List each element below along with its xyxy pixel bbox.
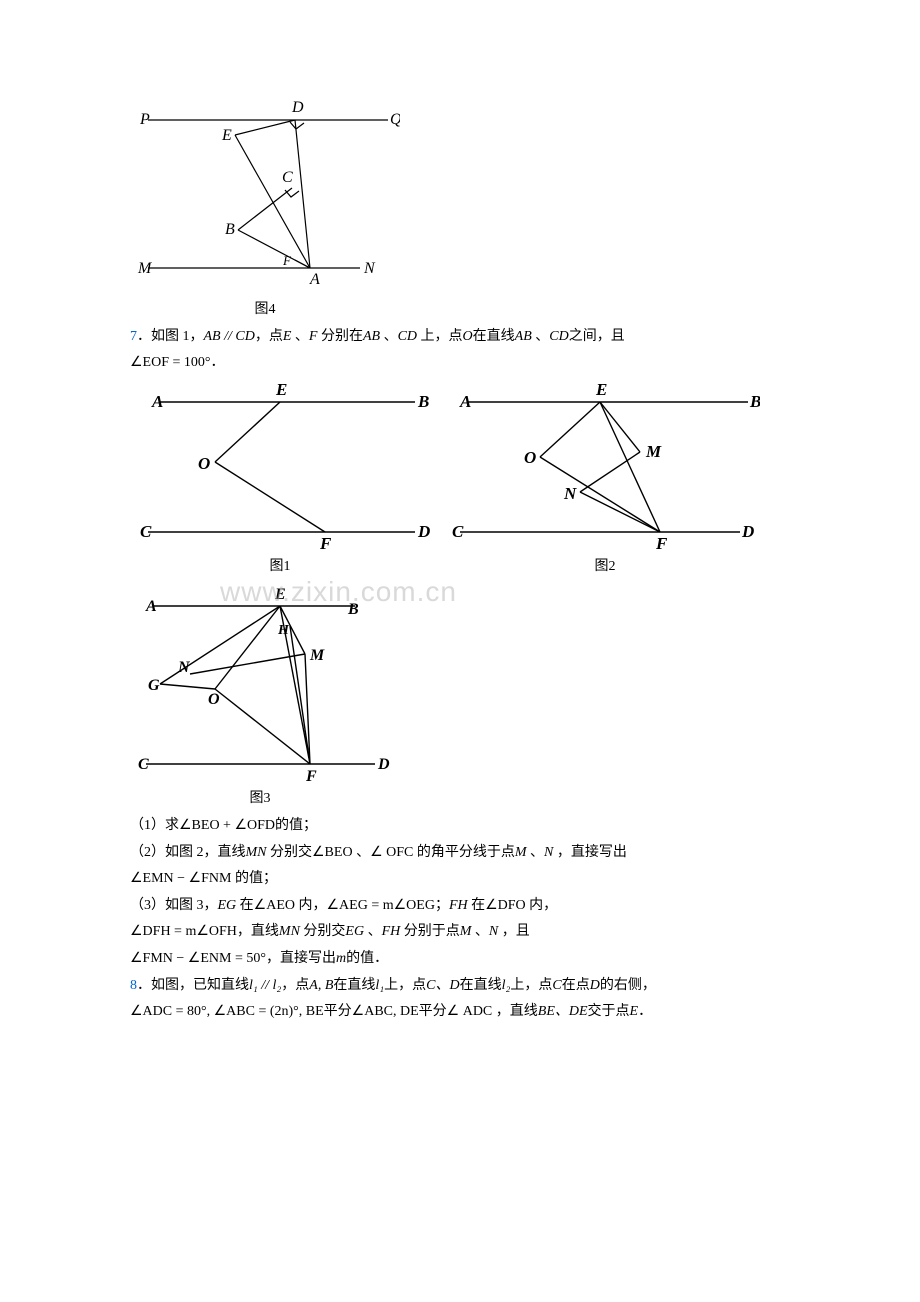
- svg-text:O: O: [524, 448, 536, 467]
- svg-text:B: B: [417, 392, 429, 411]
- q7-part3a: （3）如图 3，EG 在∠AEO 内，∠AEG = m∠OEG；FH 在∠DFO…: [130, 893, 800, 920]
- lbl-N: N: [363, 260, 376, 277]
- q7-figs-row1: A E B O C F D 图1: [130, 377, 800, 581]
- lbl-B: B: [225, 221, 235, 238]
- lbl-F: F: [282, 253, 292, 268]
- lbl-A: A: [309, 271, 320, 288]
- svg-text:M: M: [309, 647, 325, 664]
- fig4-svg: P D Q E C B M A N F: [130, 90, 400, 295]
- svg-text:D: D: [377, 756, 390, 773]
- svg-text:F: F: [319, 534, 332, 552]
- fig4-caption: 图4: [130, 297, 400, 324]
- svg-text:A: A: [151, 392, 163, 411]
- q7-stem2: ∠EOF = 100°．: [130, 350, 800, 377]
- svg-text:G: G: [148, 677, 160, 694]
- svg-text:A: A: [145, 598, 157, 615]
- q7-part1: （1）求∠BEO + ∠OFD的值；: [130, 813, 800, 840]
- lbl-M: M: [137, 260, 153, 277]
- svg-text:B: B: [749, 392, 760, 411]
- q7-part2: （2）如图 2，直线MN 分别交∠BEO 、∠ OFC 的角平分线于点M 、N …: [130, 840, 800, 867]
- svg-text:C: C: [452, 522, 464, 541]
- svg-text:C: C: [140, 522, 152, 541]
- figure-2: A E B O M N C F D 图2: [450, 377, 760, 581]
- q7-part3b: ∠DFH = m∠OFH，直线MN 分别交EG 、FH 分别于点M 、N ，且: [130, 919, 800, 946]
- svg-text:F: F: [305, 768, 317, 784]
- svg-text:O: O: [208, 691, 220, 708]
- svg-text:B: B: [347, 601, 359, 618]
- svg-text:H: H: [277, 623, 290, 638]
- q8-stem: 8．如图，已知直线l₁ // l₂，点A, B在直线l₁上，点C、D在直线l₂上…: [130, 973, 800, 1000]
- q7-number: 7: [130, 329, 137, 344]
- q8-number: 8: [130, 978, 137, 993]
- lbl-Q: Q: [390, 111, 400, 128]
- svg-text:N: N: [177, 659, 191, 676]
- svg-text:C: C: [138, 756, 149, 773]
- svg-text:A: A: [459, 392, 471, 411]
- svg-text:M: M: [645, 442, 662, 461]
- svg-text:D: D: [741, 522, 754, 541]
- svg-text:F: F: [655, 534, 668, 552]
- q8-stem2: ∠ADC = 80°, ∠ABC = (2n)°, BE平分∠ABC, DE平分…: [130, 999, 800, 1026]
- figure-1: A E B O C F D 图1: [130, 377, 430, 581]
- svg-text:E: E: [274, 586, 286, 603]
- lbl-C: C: [282, 169, 293, 186]
- q7-part2b: ∠EMN − ∠FNM 的值；: [130, 866, 800, 893]
- svg-text:E: E: [275, 380, 287, 399]
- svg-text:O: O: [198, 454, 210, 473]
- lbl-D: D: [291, 99, 304, 116]
- q7-part3c: ∠FMN − ∠ENM = 50°，直接写出m的值．: [130, 946, 800, 973]
- figure-4: P D Q E C B M A N F 图4: [130, 90, 800, 324]
- svg-text:E: E: [595, 380, 607, 399]
- figure-3: A E B H M N G O C F D 图3: [130, 584, 800, 813]
- svg-text:D: D: [417, 522, 430, 541]
- svg-text:N: N: [563, 484, 577, 503]
- lbl-P: P: [139, 111, 150, 128]
- lbl-E: E: [221, 127, 232, 144]
- q7-stem: 7．如图 1，AB // CD，点E 、F 分别在AB 、CD 上，点O在直线A…: [130, 324, 800, 351]
